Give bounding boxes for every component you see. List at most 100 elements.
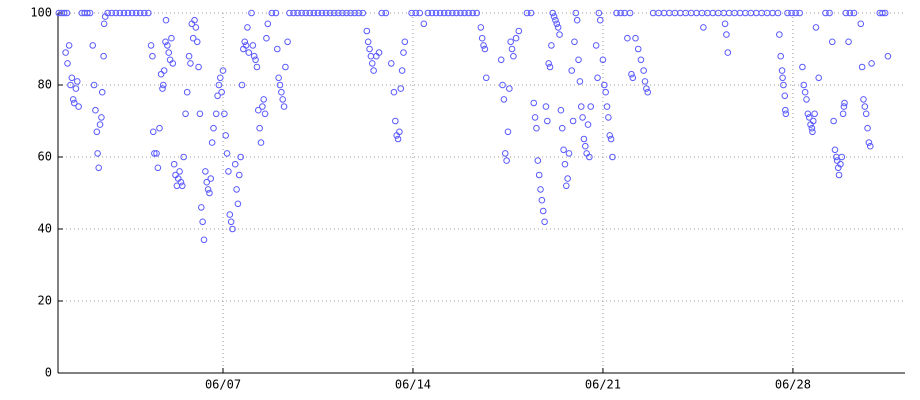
point [830,117,837,125]
point [183,88,191,96]
point [67,81,74,89]
point [229,225,236,233]
point [796,9,804,17]
point [801,88,809,96]
point [862,110,870,118]
point [527,9,535,17]
point [278,88,285,96]
point [788,9,795,17]
point [185,52,193,60]
point [569,117,577,125]
point [100,52,107,60]
y-tick-label: 0 [45,366,52,380]
point [219,67,227,74]
point [550,13,558,20]
point [98,88,106,96]
point [218,88,225,96]
point [782,106,789,114]
point [268,9,276,17]
point [180,153,187,161]
point [382,9,390,17]
point [182,110,189,118]
point [273,45,281,53]
point [234,200,242,208]
point [644,88,652,96]
point [613,9,620,17]
point [837,160,844,168]
point [833,157,841,164]
point [626,9,634,17]
point [808,124,816,132]
point [721,20,729,28]
point [572,9,580,17]
point [222,132,230,139]
point [339,9,346,17]
point [216,74,224,82]
point [202,168,209,175]
point [799,63,806,71]
point [284,38,291,46]
point [477,24,485,31]
point [857,20,865,28]
point [602,88,609,96]
point [256,124,263,132]
point [805,114,813,121]
point [774,9,782,17]
point [724,49,732,56]
point [98,114,105,121]
point [248,9,255,17]
point [480,42,487,49]
point [640,67,647,74]
point [225,168,232,175]
point [89,42,97,49]
point [408,9,415,17]
point [440,9,448,17]
point [221,110,228,118]
point [557,106,565,114]
point [132,9,140,17]
point [95,164,103,172]
point [778,67,786,74]
point [609,153,616,161]
point [624,34,631,42]
point [838,153,846,161]
point [84,9,91,17]
point [159,85,166,92]
point [398,67,406,74]
point [343,9,350,17]
point [359,9,367,17]
point [539,207,547,215]
point [141,9,148,17]
point [162,16,170,24]
point [164,42,171,49]
point [245,49,253,56]
point [233,186,240,193]
point [607,135,615,143]
point [473,9,481,17]
point [632,34,639,42]
point [170,160,178,168]
point [168,34,175,42]
point [250,52,258,60]
point [90,81,98,89]
point [195,63,202,71]
point [237,153,244,161]
point [815,74,822,82]
point [364,38,372,46]
point [497,56,505,64]
point [858,63,866,71]
point [238,81,246,89]
point [69,96,77,103]
point [860,96,867,103]
point [176,168,183,175]
point [845,38,852,46]
point [506,85,513,92]
point [568,67,576,74]
point [145,9,152,17]
point [592,42,600,49]
point [554,24,562,31]
point [151,150,158,157]
point [260,96,268,103]
point [861,103,869,110]
point [534,157,542,164]
